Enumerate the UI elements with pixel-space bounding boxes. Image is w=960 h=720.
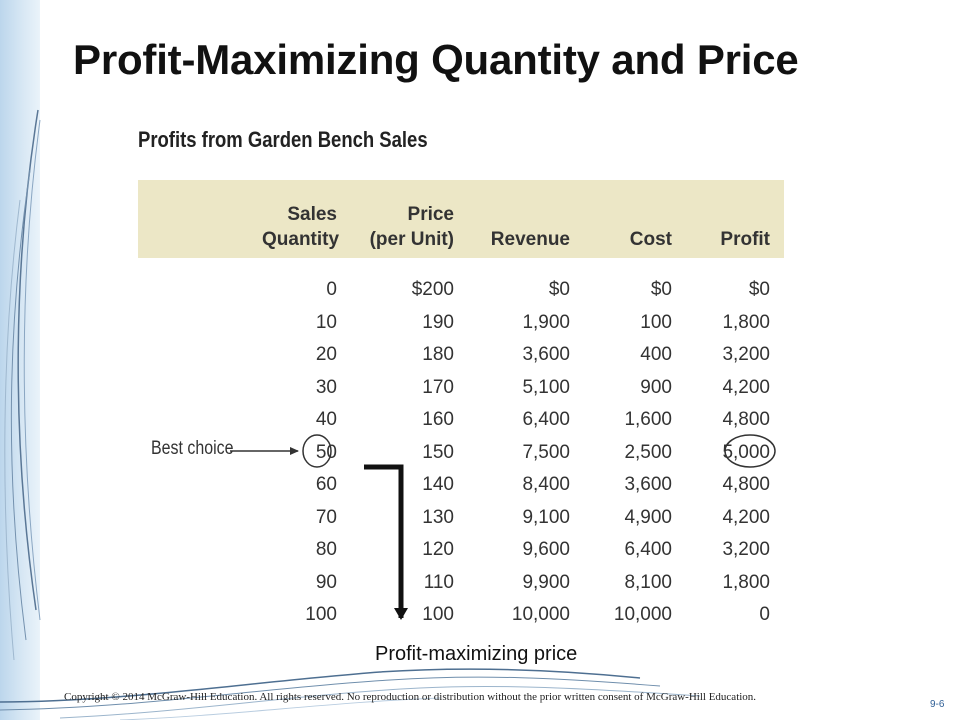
cell-revenue: 9,600 (522, 539, 570, 561)
cell-quantity: 90 (315, 571, 337, 593)
cell-profit: 4,200 (722, 376, 770, 398)
slide-title: Profit-Maximizing Quantity and Price (73, 36, 799, 83)
table-row: 40 160 6,400 1,600 4,800 (138, 404, 784, 437)
cell-quantity: 80 (315, 539, 337, 561)
header-gutter (138, 180, 262, 258)
table-header-row: Sales Quantity Price (per Unit) Revenue Co… (138, 180, 784, 258)
header-revenue: Revenue (468, 180, 584, 258)
cell-revenue: 8,400 (522, 474, 570, 496)
cell-price: 160 (422, 409, 454, 431)
cell-profit: $0 (748, 279, 770, 301)
cell-revenue: 5,100 (522, 376, 570, 398)
cell-cost: 2,500 (624, 441, 672, 463)
table-row: 20 180 3,600 400 3,200 (138, 339, 784, 372)
cell-cost: 6,400 (624, 539, 672, 561)
cell-profit: 3,200 (722, 344, 770, 366)
cell-revenue: 3,600 (522, 344, 570, 366)
cell-price: 140 (422, 474, 454, 496)
cell-price: 170 (422, 376, 454, 398)
profit-maximizing-price-label: Profit-maximizing price (375, 643, 578, 665)
cell-cost: 100 (640, 311, 672, 333)
cell-cost: 400 (640, 344, 672, 366)
cell-profit: 4,800 (722, 409, 770, 431)
cell-revenue: 1,900 (522, 311, 570, 333)
cell-profit: 3,200 (722, 539, 770, 561)
cell-revenue: 10,000 (511, 604, 570, 626)
cell-cost: 3,600 (624, 474, 672, 496)
best-choice-label: Best choice (151, 438, 234, 459)
table-row-best: 50 150 7,500 2,500 5,000 (138, 437, 784, 470)
table-row: 70 130 9,100 4,900 4,200 (138, 502, 784, 535)
copyright-notice: Copyright © 2014 McGraw-Hill Education. … (64, 691, 757, 703)
cell-quantity: 10 (315, 311, 337, 333)
table-row: 80 120 9,600 6,400 3,200 (138, 534, 784, 567)
header-cost: Cost (584, 180, 686, 258)
cell-profit: 1,800 (722, 311, 770, 333)
cell-quantity: 50 (315, 441, 337, 463)
cell-cost: $0 (650, 279, 672, 301)
cell-profit: 1,800 (722, 571, 770, 593)
cell-quantity: 30 (315, 376, 337, 398)
slide-number: 9-6 (930, 699, 945, 710)
cell-quantity: 60 (315, 474, 337, 496)
table-row: 90 110 9,900 8,100 1,800 (138, 567, 784, 600)
header-price: Price (per Unit) (351, 180, 468, 258)
cell-quantity: 0 (326, 279, 337, 301)
cell-price: $200 (411, 279, 454, 301)
cell-price: 190 (422, 311, 454, 333)
table-row: 10 190 1,900 100 1,800 (138, 307, 784, 340)
cell-revenue: 9,900 (522, 571, 570, 593)
cell-cost: 900 (640, 376, 672, 398)
cell-price: 110 (423, 571, 454, 593)
cell-revenue: 6,400 (522, 409, 570, 431)
cell-quantity: 20 (315, 344, 337, 366)
cell-quantity: 70 (315, 506, 337, 528)
cell-profit: 0 (759, 604, 770, 626)
side-swoosh-lines (4, 109, 41, 661)
table-spacer-row (138, 258, 784, 274)
cell-quantity: 100 (305, 604, 337, 626)
table-caption: Profits from Garden Bench Sales (138, 127, 428, 152)
profit-table: Sales Quantity Price (per Unit) Revenue Co… (138, 180, 784, 632)
table-row: 30 170 5,100 900 4,200 (138, 372, 784, 405)
cell-profit: 4,800 (722, 474, 770, 496)
bottom-swoosh-lines (0, 668, 701, 720)
cell-profit: 4,200 (722, 506, 770, 528)
table-row: 100 100 10,000 10,000 0 (138, 599, 784, 632)
cell-cost: 10,000 (613, 604, 672, 626)
cell-revenue: 9,100 (522, 506, 570, 528)
header-profit: Profit (686, 180, 784, 258)
cell-cost: 4,900 (624, 506, 672, 528)
cell-price: 150 (422, 441, 454, 463)
header-sales-quantity: Sales Quantity (262, 180, 351, 258)
cell-price: 100 (422, 604, 454, 626)
cell-profit: 5,000 (722, 441, 770, 463)
cell-cost: 8,100 (624, 571, 672, 593)
profit-table-container: Sales Quantity Price (per Unit) Revenue Co… (138, 180, 784, 632)
cell-cost: 1,600 (624, 409, 672, 431)
cell-price: 180 (422, 344, 454, 366)
cell-revenue: 7,500 (522, 441, 570, 463)
cell-price: 120 (422, 539, 454, 561)
cell-price: 130 (422, 506, 454, 528)
cell-revenue: $0 (548, 279, 570, 301)
table-row: 0 $200 $0 $0 $0 (138, 274, 784, 307)
cell-quantity: 40 (315, 409, 337, 431)
table-row: 60 140 8,400 3,600 4,800 (138, 469, 784, 502)
